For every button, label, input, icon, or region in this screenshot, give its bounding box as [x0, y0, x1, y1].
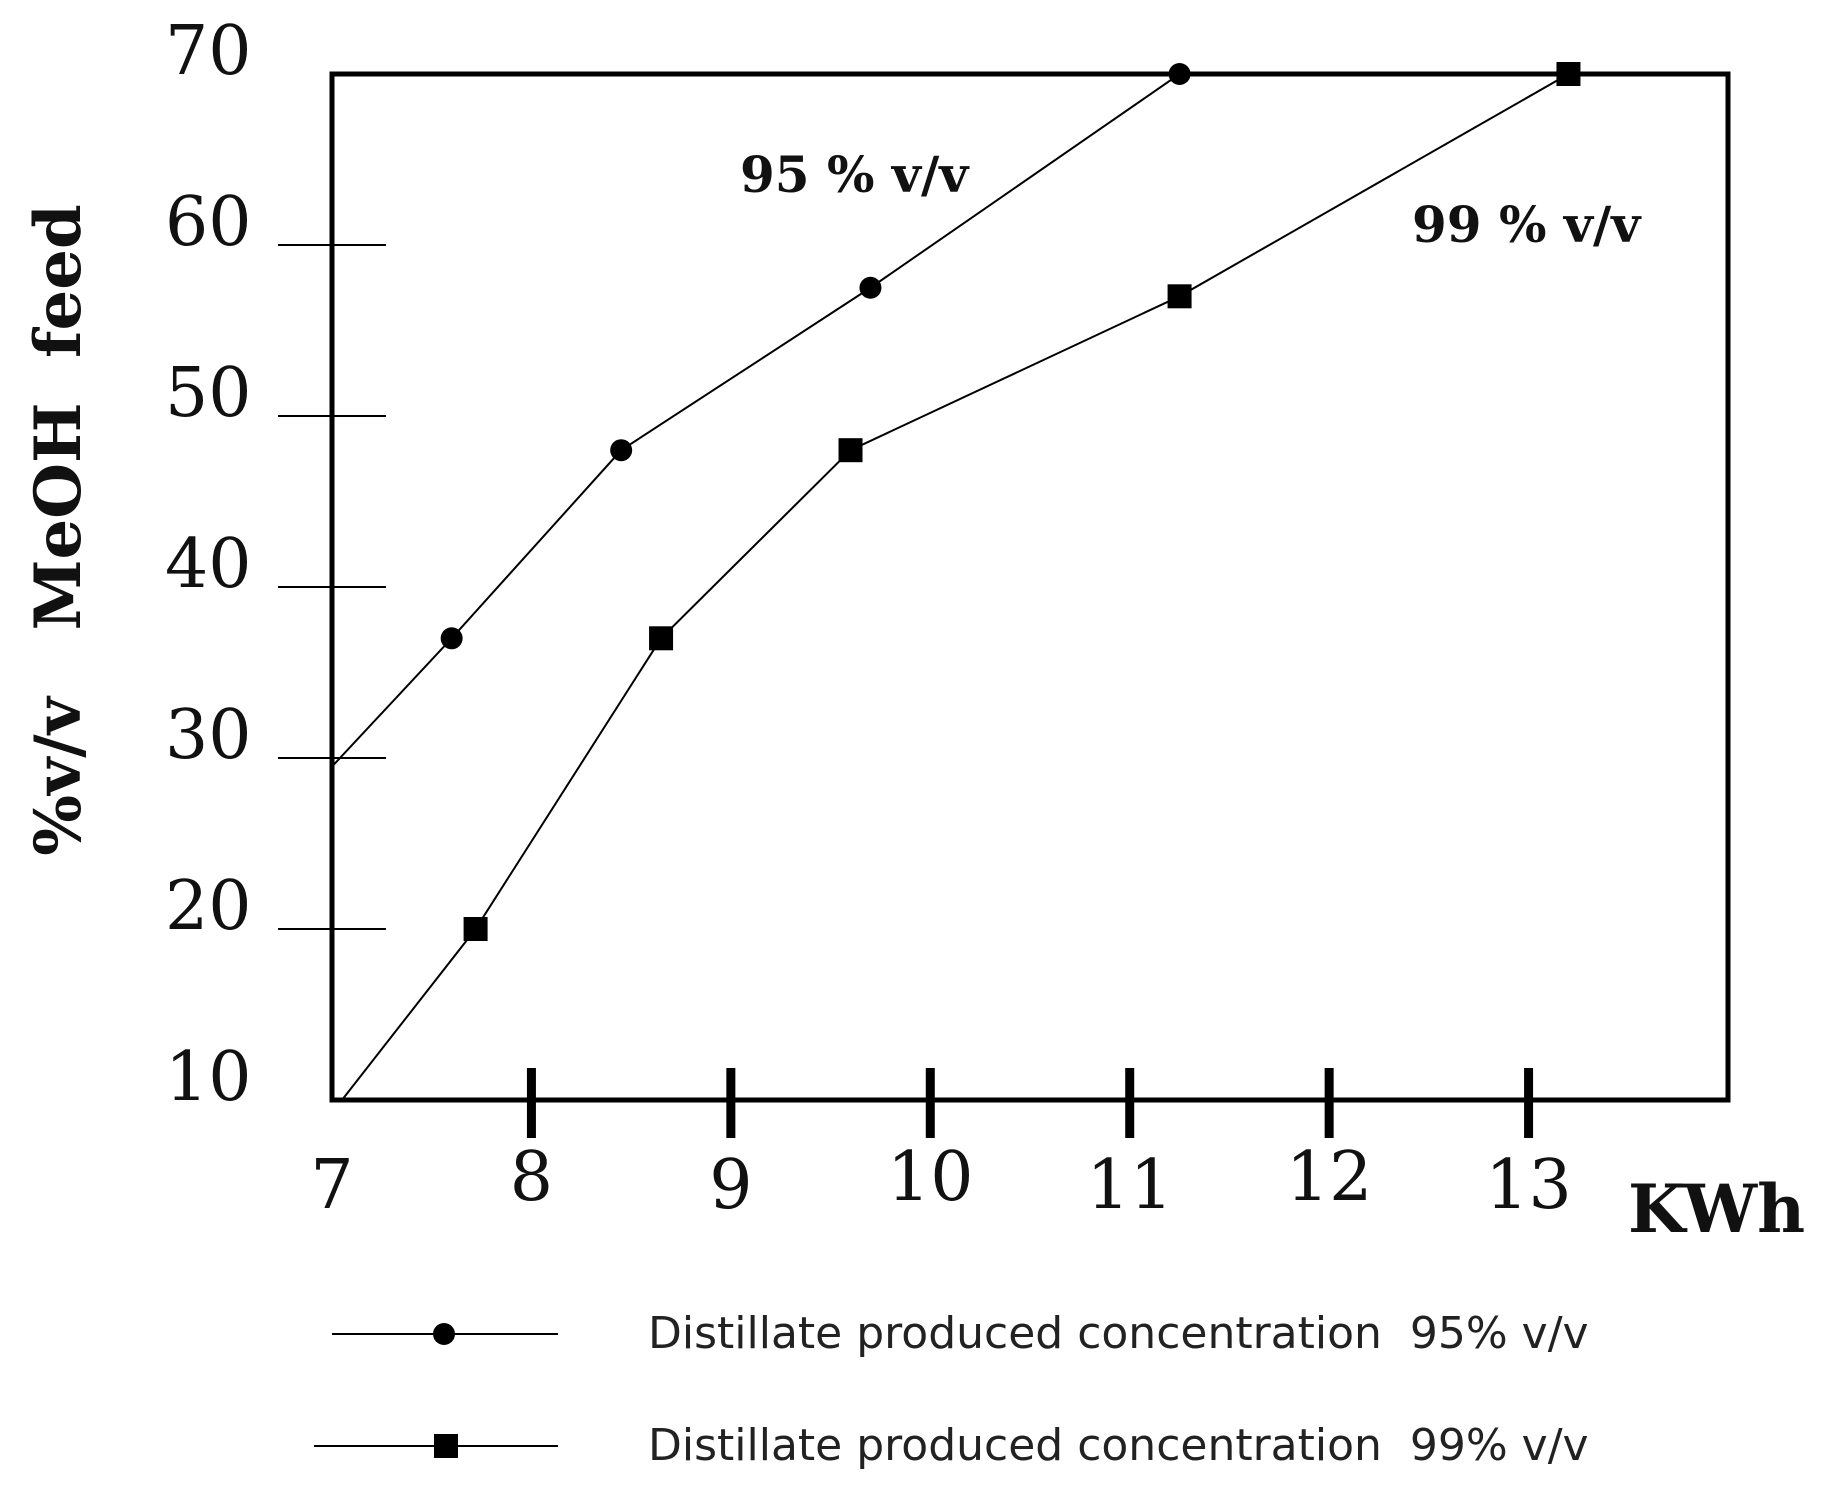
data-point-square: [463, 917, 488, 941]
y-tick-label: 50: [165, 354, 252, 433]
annotation-99: 99 % v/v: [1412, 195, 1642, 254]
y-tick-label: 60: [165, 183, 252, 262]
data-point-square: [838, 438, 863, 463]
y-tick-label: 30: [165, 696, 252, 775]
data-point-circle: [440, 627, 463, 650]
y-axis-title: %v/v MeOH feed: [21, 204, 96, 855]
legend-marker-circle: [433, 1323, 455, 1345]
y-tick-label: 40: [165, 525, 252, 604]
y-tick-label: 20: [165, 867, 252, 946]
data-point-square: [649, 626, 674, 651]
x-tick-label: 9: [709, 1146, 752, 1225]
x-tick-label: 7: [310, 1146, 353, 1225]
annotation-95: 95 % v/v: [740, 145, 970, 204]
data-point-circle: [859, 276, 882, 299]
series-line-1: [341, 73, 1569, 1101]
data-point-square: [1167, 284, 1192, 309]
y-tick-label: 70: [165, 12, 252, 91]
legend-label-95: Distillate produced concentration 95% v/…: [648, 1308, 1589, 1359]
x-tick-label: 11: [1086, 1146, 1173, 1225]
x-tick-label: 12: [1286, 1138, 1373, 1217]
x-axis-title: KWh: [1628, 1170, 1805, 1248]
legend-marker-square: [434, 1434, 458, 1458]
series-layer: [331, 62, 1581, 1101]
data-point-circle: [1168, 63, 1191, 85]
y-axis-ticks: 10 20 30 40 50 60 70: [165, 12, 386, 1117]
y-tick-label: 10: [165, 1038, 252, 1117]
data-point-square: [1556, 62, 1581, 86]
x-tick-label: 10: [887, 1138, 974, 1217]
x-tick-label: 13: [1485, 1146, 1572, 1225]
legend: Distillate produced concentration 95% v/…: [314, 1308, 1589, 1471]
x-axis-ticks: 7 8 9 10 11 12 13: [310, 1068, 1572, 1225]
x-tick-label: 8: [510, 1138, 553, 1217]
data-point-circle: [610, 439, 633, 462]
legend-label-99: Distillate produced concentration 99% v/…: [648, 1420, 1589, 1471]
